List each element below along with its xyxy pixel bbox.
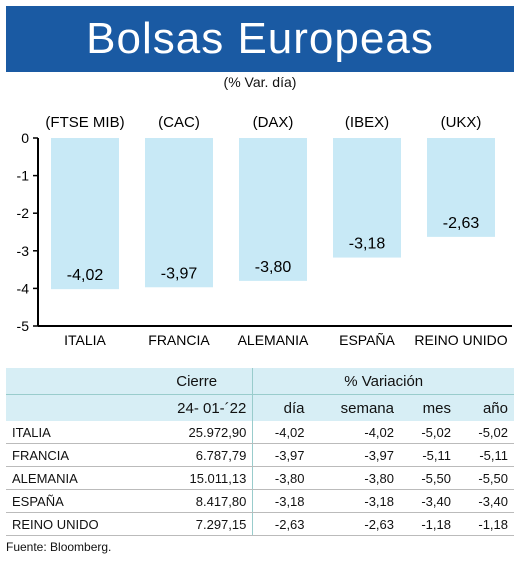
cell-cierre: 15.011,13 <box>141 466 253 490</box>
table-row: ALEMANIA 15.011,13 -3,80 -3,80 -5,50 -5,50 <box>6 466 514 490</box>
bar-value-label: -3,18 <box>349 236 386 253</box>
cell-dia: -3,18 <box>252 489 311 513</box>
header-variacion: % Variación <box>252 368 514 395</box>
header-dia: día <box>252 394 311 421</box>
bar-chart: 0 -1 -2 -3 -4 -5 -4,02 (FTSE MIB) ITALIA -3,97 (CA… <box>17 114 512 348</box>
cell-dia: -4,02 <box>252 421 311 444</box>
table-body: ITALIA 25.972,90 -4,02 -4,02 -5,02 -5,02 FRANC… <box>6 421 514 536</box>
cell-semana: -3,97 <box>310 443 400 467</box>
y-tick-label: -2 <box>17 205 30 221</box>
category-label: ESPAÑA <box>339 332 395 348</box>
bar-value-label: -2,63 <box>443 215 480 232</box>
header-date: 24- 01-´22 <box>141 394 253 421</box>
bar <box>51 138 119 290</box>
cell-semana: -4,02 <box>310 421 400 444</box>
chart-subtitle: (% Var. día) <box>223 74 297 90</box>
cell-mes: -3,40 <box>400 489 457 513</box>
cell-ano: -5,11 <box>456 443 514 467</box>
index-label: (DAX) <box>253 114 294 131</box>
cell-country: ALEMANIA <box>6 466 142 490</box>
header-mes: mes <box>400 394 457 421</box>
index-label: (UKX) <box>441 114 482 131</box>
header-cierre: Cierre <box>141 368 253 395</box>
category-label: ALEMANIA <box>238 332 309 348</box>
cell-country: ITALIA <box>6 421 142 444</box>
table-row: ESPAÑA 8.417,80 -3,18 -3,18 -3,40 -3,40 <box>6 489 514 513</box>
cell-mes: -5,02 <box>400 421 457 444</box>
table-row: REINO UNIDO 7.297,15 -2,63 -2,63 -1,18 -1,18 <box>6 512 514 536</box>
cell-dia: -3,80 <box>252 466 311 490</box>
index-label: (IBEX) <box>345 114 389 131</box>
header-semana: semana <box>310 394 400 421</box>
index-label: (CAC) <box>158 114 200 131</box>
data-table: Cierre % Variación 24- 01-´22 día semana… <box>6 368 514 536</box>
cell-cierre: 6.787,79 <box>141 443 253 467</box>
cell-ano: -3,40 <box>456 489 514 513</box>
category-label: ITALIA <box>64 332 106 348</box>
cell-country: FRANCIA <box>6 443 142 467</box>
bar-value-label: -3,80 <box>255 259 292 276</box>
cell-cierre: 25.972,90 <box>141 421 253 444</box>
y-tick-label: -3 <box>17 243 30 259</box>
cell-cierre: 8.417,80 <box>141 489 253 513</box>
category-label: FRANCIA <box>148 332 210 348</box>
chart-title: Bolsas Europeas <box>6 6 514 72</box>
cell-mes: -5,50 <box>400 466 457 490</box>
cell-ano: -5,02 <box>456 421 514 444</box>
bar-value-label: -3,97 <box>161 265 198 282</box>
header-ano: año <box>456 394 514 421</box>
bar <box>145 138 213 288</box>
cell-semana: -2,63 <box>310 512 400 536</box>
cell-country: REINO UNIDO <box>6 512 142 536</box>
table-row: FRANCIA 6.787,79 -3,97 -3,97 -5,11 -5,11 <box>6 443 514 467</box>
bar-value-label: -4,02 <box>67 267 104 284</box>
y-tick-label: -1 <box>17 168 30 184</box>
source-note: Fuente: Bloomberg. <box>6 540 112 554</box>
y-tick-label: -5 <box>17 318 30 334</box>
y-tick-label: 0 <box>21 130 29 146</box>
index-label: (FTSE MIB) <box>45 114 124 131</box>
cell-semana: -3,80 <box>310 466 400 490</box>
cell-semana: -3,18 <box>310 489 400 513</box>
bar <box>333 138 401 258</box>
cell-cierre: 7.297,15 <box>141 512 253 536</box>
cell-ano: -1,18 <box>456 512 514 536</box>
bar <box>239 138 307 281</box>
y-tick-label: -4 <box>17 280 30 296</box>
cell-ano: -5,50 <box>456 466 514 490</box>
cell-mes: -1,18 <box>400 512 457 536</box>
cell-mes: -5,11 <box>400 443 457 467</box>
cell-dia: -3,97 <box>252 443 311 467</box>
cell-country: ESPAÑA <box>6 489 142 513</box>
table-row: ITALIA 25.972,90 -4,02 -4,02 -5,02 -5,02 <box>6 421 514 444</box>
category-label: REINO UNIDO <box>414 332 507 348</box>
cell-dia: -2,63 <box>252 512 311 536</box>
bar <box>427 138 495 237</box>
